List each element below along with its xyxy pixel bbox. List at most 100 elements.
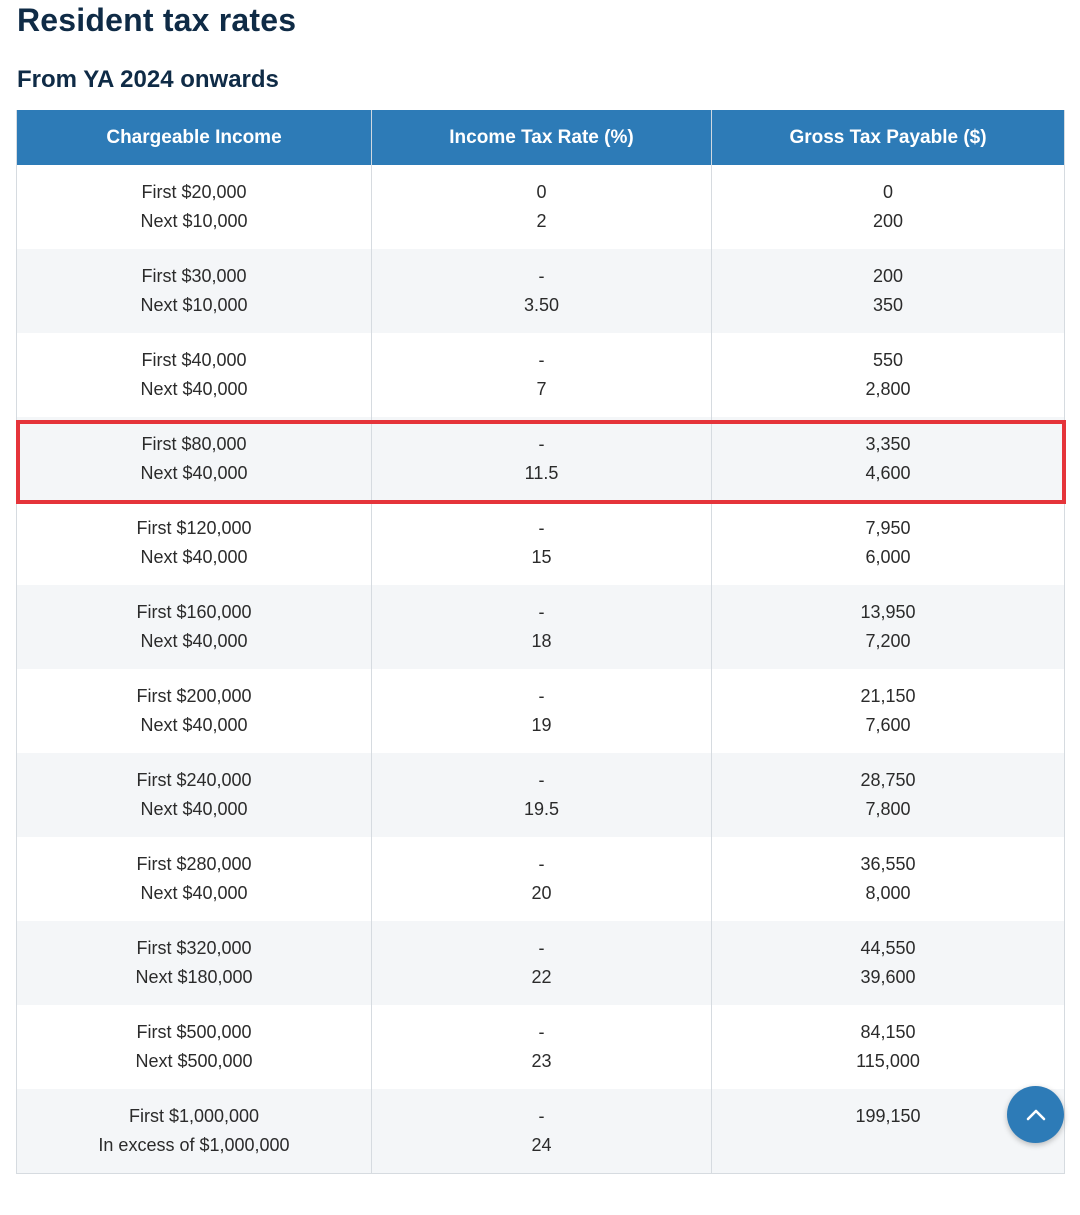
scroll-to-top-button[interactable] [1007, 1086, 1064, 1143]
payable-cell: 199,150 [711, 1089, 1065, 1174]
rate-cell-line: 23 [531, 1051, 552, 1071]
rate-cell: - 11.5 [371, 417, 712, 501]
rate-cell: - 15 [371, 501, 712, 585]
header-chargeable-income: Chargeable Income [16, 110, 372, 165]
income-cell: First $240,000 Next $40,000 [16, 753, 372, 837]
income-cell-line: First $20,000 [141, 182, 247, 202]
rate-cell-line: 11.5 [524, 463, 559, 483]
rate-cell-line: 19.5 [523, 799, 560, 819]
rate-cell-line: - [538, 350, 545, 370]
rate-cell: - 23 [371, 1005, 712, 1089]
income-cell-line: First $80,000 [141, 434, 247, 454]
income-cell-line: First $1,000,000 [128, 1106, 260, 1126]
income-cell-line: Next $40,000 [140, 463, 248, 483]
payable-cell-line: 7,200 [865, 631, 911, 651]
payable-cell: 44,550 39,600 [711, 921, 1065, 1005]
payable-cell-line: 350 [872, 295, 904, 315]
income-cell-line: First $240,000 [136, 770, 252, 790]
rate-cell-line: - [538, 602, 545, 622]
income-cell-line: First $30,000 [141, 266, 247, 286]
page-subtitle: From YA 2024 onwards [17, 66, 279, 93]
payable-cell-line: 2,800 [865, 379, 911, 399]
rate-cell-line: - [538, 1022, 545, 1042]
payable-cell-line: 200 [872, 266, 904, 286]
rate-cell-line: 18 [531, 631, 552, 651]
payable-cell-line: 36,550 [860, 854, 916, 874]
income-cell-line: First $200,000 [136, 686, 252, 706]
table-body: First $20,000 Next $10,000 0 2 0 200 First $30… [16, 165, 1065, 1174]
table-row: First $240,000 Next $40,000 - 19.5 28,750 7,8… [16, 753, 1065, 837]
rate-cell: -7 [371, 333, 712, 417]
payable-cell: 550 2,800 [711, 333, 1065, 417]
table-row: First $200,000 Next $40,000 - 19 21,150 7,600 [16, 669, 1065, 753]
page-title: Resident tax rates [17, 2, 297, 38]
rate-cell: - 3.50 [371, 249, 712, 333]
income-cell: First $280,000 Next $40,000 [16, 837, 372, 921]
table-row: First $120,000 Next $40,000 - 15 7,950 6,000 [16, 501, 1065, 585]
income-cell-line: Next $500,000 [135, 1051, 253, 1071]
income-cell-line: Next $40,000 [140, 547, 248, 567]
payable-cell-line: 21,150 [860, 686, 916, 706]
income-cell-line: Next $40,000 [140, 883, 248, 903]
payable-cell-line: 0 [882, 182, 893, 202]
payable-cell-line: 13,950 [860, 602, 916, 622]
tax-rates-table-wrapper: Chargeable Income Income Tax Rate (%) Gr… [16, 110, 1065, 1174]
rate-cell: - 24 [371, 1089, 712, 1174]
payable-cell-line: 199,150 [855, 1106, 921, 1126]
rate-cell-line: 19 [531, 715, 552, 735]
income-cell-line: First $320,000 [136, 938, 252, 958]
income-cell-line: First $500,000 [136, 1022, 252, 1042]
table-row: First $280,000 Next $40,000 - 20 36,550 8,000 [16, 837, 1065, 921]
rate-cell-line: 15 [531, 547, 552, 567]
income-cell-line: First $280,000 [136, 854, 252, 874]
header-income-tax-rate: Income Tax Rate (%) [371, 110, 712, 165]
income-cell-line: In excess of $1,000,000 [98, 1135, 290, 1155]
rate-cell-line: - [538, 434, 545, 454]
income-cell: First $120,000 Next $40,000 [16, 501, 372, 585]
rate-cell-line: - [538, 854, 545, 874]
payable-cell-line: 84,150 [860, 1022, 916, 1042]
income-cell-line: Next $40,000 [140, 715, 248, 735]
rate-cell: - 19.5 [371, 753, 712, 837]
rate-cell-line: 2 [536, 211, 547, 231]
payable-cell-line: 115,000 [856, 1051, 920, 1071]
income-cell: First $160,000 Next $40,000 [16, 585, 372, 669]
income-cell-line: First $160,000 [136, 602, 252, 622]
income-cell: First $500,000 Next $500,000 [16, 1005, 372, 1089]
payable-cell: 7,950 6,000 [711, 501, 1065, 585]
payable-cell-line: 7,800 [865, 799, 911, 819]
tax-rates-table: Chargeable Income Income Tax Rate (%) Gr… [16, 110, 1065, 1174]
payable-cell: 3,350 4,600 [711, 417, 1065, 501]
table-row: First $160,000 Next $40,000 - 18 13,950 7,200 [16, 585, 1065, 669]
rate-cell-line: 22 [531, 967, 552, 987]
payable-cell: 28,750 7,800 [711, 753, 1065, 837]
income-cell: First $80,000 Next $40,000 [16, 417, 372, 501]
income-cell-line: Next $10,000 [140, 295, 248, 315]
payable-cell: 21,150 7,600 [711, 669, 1065, 753]
rate-cell: - 19 [371, 669, 712, 753]
rate-cell-line: - [538, 518, 545, 538]
table-row: First $20,000 Next $10,000 0 2 0 200 [16, 165, 1065, 249]
rate-cell: - 20 [371, 837, 712, 921]
payable-cell-line: 550 [872, 350, 904, 370]
payable-cell-line: 28,750 [860, 770, 916, 790]
table-row: First $1,000,000 In excess of $1,000,000 -… [16, 1089, 1065, 1174]
rate-cell-line: 7 [536, 379, 547, 399]
payable-cell-line [855, 1131, 920, 1160]
rate-cell-line: 3.50 [523, 295, 560, 315]
rate-cell-line: - [538, 266, 545, 286]
payable-cell-line: 44,550 [860, 938, 916, 958]
income-cell-line: Next $40,000 [140, 631, 248, 651]
payable-cell: 0 200 [711, 165, 1065, 249]
rate-cell-line: - [538, 938, 545, 958]
rate-cell-line: - [538, 1106, 545, 1126]
table-row: First $320,000 Next $180,000 - 22 44,550 39,6… [16, 921, 1065, 1005]
rate-cell-line: - [538, 770, 545, 790]
chevron-up-icon [1025, 1108, 1047, 1122]
payable-cell-line: 4,600 [865, 463, 911, 483]
income-cell: First $40,000 Next $40,000 [16, 333, 372, 417]
rate-cell: - 22 [371, 921, 712, 1005]
payable-cell-line: 7,950 [865, 518, 911, 538]
table-header-row: Chargeable Income Income Tax Rate (%) Gr… [16, 110, 1065, 165]
